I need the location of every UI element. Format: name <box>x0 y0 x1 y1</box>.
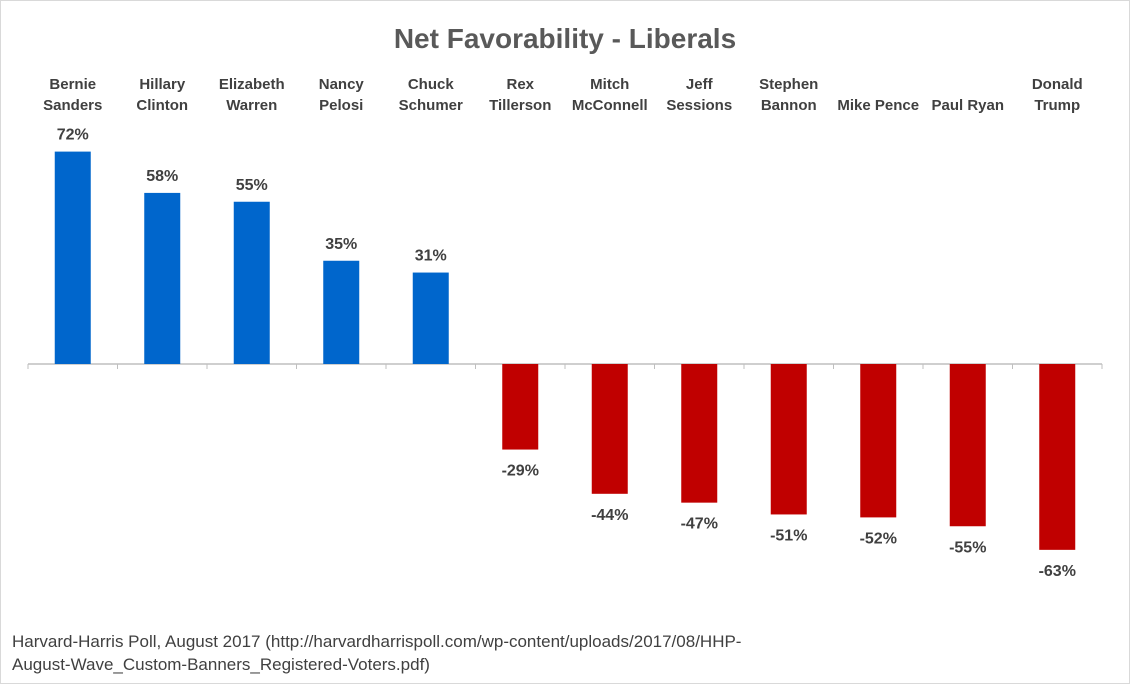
category-label: Pelosi <box>319 97 363 114</box>
category-label: Schumer <box>399 97 463 114</box>
category-label: Trump <box>1034 97 1080 114</box>
category-label: Sanders <box>43 97 102 114</box>
bars-layer <box>27 151 1103 550</box>
category-label: Donald <box>1032 76 1083 93</box>
chart-title: Net Favorability - Liberals <box>394 23 736 54</box>
category-label: Mitch <box>590 76 629 93</box>
category-label: Bannon <box>761 97 817 114</box>
data-label: 55% <box>236 177 268 194</box>
bar <box>502 364 539 450</box>
category-label: Rex <box>506 76 534 93</box>
data-label: -51% <box>770 527 807 544</box>
bar <box>770 364 807 515</box>
bar <box>144 192 181 364</box>
bar <box>860 364 897 518</box>
source-note: Harvard-Harris Poll, August 2017 (http:/… <box>12 632 742 674</box>
bar <box>54 151 91 364</box>
category-label: Warren <box>226 97 277 114</box>
data-label: -52% <box>860 530 897 547</box>
bar <box>1039 364 1076 550</box>
bar <box>591 364 628 494</box>
bar <box>412 272 449 364</box>
bar <box>949 364 986 527</box>
category-label: Hillary <box>139 76 186 93</box>
category-label: Bernie <box>49 76 96 93</box>
category-label: Tillerson <box>489 97 551 114</box>
data-label: -29% <box>502 463 539 480</box>
category-label: Mike Pence <box>837 97 919 114</box>
bar <box>323 260 360 364</box>
data-label: -47% <box>681 516 718 533</box>
data-label: 31% <box>415 248 447 265</box>
category-label: McConnell <box>572 97 648 114</box>
category-label: Chuck <box>408 76 455 93</box>
data-label: 72% <box>57 127 89 144</box>
bar <box>681 364 718 503</box>
category-label: Elizabeth <box>219 76 285 93</box>
category-label: Jeff <box>686 76 714 93</box>
data-label: -44% <box>591 507 628 524</box>
data-label: 58% <box>146 168 178 185</box>
data-label: -55% <box>949 539 986 556</box>
category-label: Paul Ryan <box>931 97 1004 114</box>
data-label: -63% <box>1039 563 1076 580</box>
category-label: Sessions <box>666 97 732 114</box>
bar <box>233 201 270 364</box>
category-label: Stephen <box>759 76 818 93</box>
category-label: Clinton <box>136 97 188 114</box>
category-label: Nancy <box>319 76 365 93</box>
data-label: 35% <box>325 236 357 253</box>
labels-layer: 72% Bernie Sanders 58% Hillary Clinton 55% Eliz… <box>43 76 1083 580</box>
